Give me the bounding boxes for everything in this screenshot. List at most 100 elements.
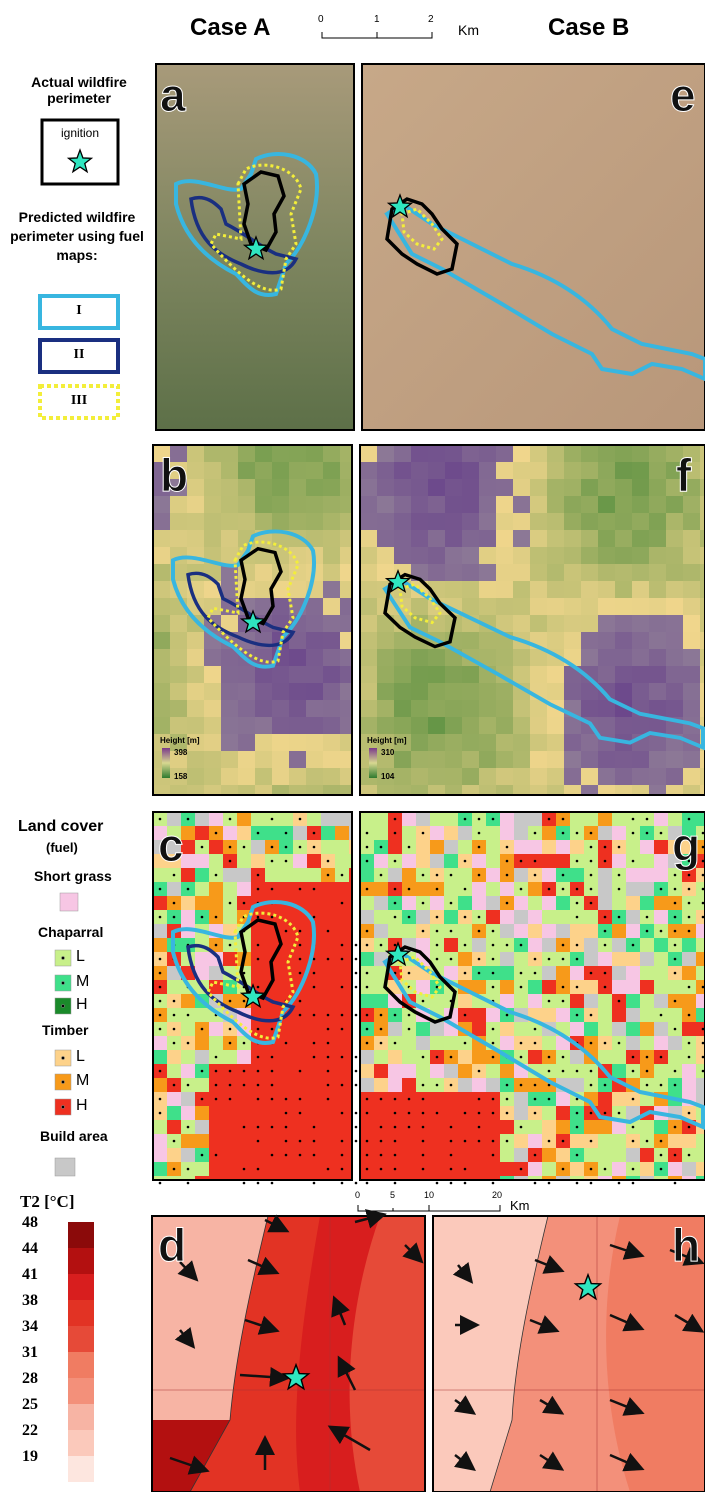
fuel-dot: [674, 1126, 677, 1129]
fuel-dot: [159, 888, 162, 891]
elevation-cell: [306, 479, 323, 496]
elevation-cell: [221, 513, 238, 530]
elevation-cell: [187, 547, 204, 564]
landcover-cell: [500, 980, 514, 994]
fuel-dot: [702, 1056, 705, 1059]
fuel-dot: [450, 930, 453, 933]
fuel-dot: [394, 916, 397, 919]
fuel-dot: [702, 860, 705, 863]
temperature-tick-label: 34: [22, 1318, 38, 1336]
landcover-cell: [528, 1050, 542, 1064]
elevation-cell: [462, 530, 479, 547]
elevation-cell: [238, 700, 255, 717]
elevation-cell: [513, 700, 530, 717]
elevation-cell: [445, 700, 462, 717]
landcover-cell: [458, 1064, 472, 1078]
elevation-cell: [462, 564, 479, 581]
elevation-cell: [462, 734, 479, 751]
fuel-dot: [173, 1140, 176, 1143]
fuel-dot: [422, 874, 425, 877]
landcover-cell: [360, 1078, 374, 1092]
landcover-cell: [195, 1078, 209, 1092]
landcover-cell: [223, 1162, 237, 1176]
color-bar-segment: [68, 1352, 94, 1378]
landcover-cell: [293, 1120, 307, 1134]
height-legend: Height [m] 310 104: [363, 736, 413, 778]
fuel-dot: [408, 846, 411, 849]
elevation-cell: [581, 785, 598, 795]
temperature-map: [152, 1216, 705, 1492]
fuel-dot: [576, 916, 579, 919]
fuel-dot: [562, 874, 565, 877]
fuel-dot: [520, 888, 523, 891]
elevation-cell: [306, 598, 323, 615]
landcover-cell: [237, 1106, 251, 1120]
fuel-dot: [341, 902, 344, 905]
fuel-dot: [355, 986, 358, 989]
fuel-dot: [299, 818, 302, 821]
elevation-cell: [666, 615, 683, 632]
fuel-dot: [464, 1182, 467, 1185]
fuel-dot: [380, 1126, 383, 1129]
panel-letter: b: [160, 452, 188, 498]
elevation-cell: [649, 632, 666, 649]
fuel-dot: [299, 944, 302, 947]
landcover-cell: [237, 882, 251, 896]
elevation-cell: [581, 649, 598, 666]
elevation-cell: [445, 751, 462, 768]
fuel-dot: [187, 1168, 190, 1171]
elevation-cell: [530, 547, 547, 564]
landcover-cell: [626, 966, 640, 980]
landcover-cell: [570, 1050, 584, 1064]
landcover-cell: [654, 1036, 668, 1050]
landcover-cell: [514, 924, 528, 938]
fuel-dot: [394, 888, 397, 891]
fuel-dot: [576, 902, 579, 905]
landcover-cell: [181, 1134, 195, 1148]
elevation-cell: [598, 632, 615, 649]
landcover-cell: [430, 826, 444, 840]
landcover-cell: [556, 1092, 570, 1106]
fuel-dot: [478, 1140, 481, 1143]
landcover-cell: [626, 924, 640, 938]
fuel-dot: [422, 1084, 425, 1087]
landcover-cell: [335, 882, 349, 896]
elevation-cell: [289, 751, 306, 768]
fuel-dot: [478, 916, 481, 919]
elevation-cell: [547, 768, 564, 785]
fuel-dot: [422, 1098, 425, 1101]
fuel-dot: [422, 1168, 425, 1171]
fuel-dot: [590, 860, 593, 863]
landcover-cell: [360, 1064, 374, 1078]
landcover-cell: [640, 938, 654, 952]
landcover-cell: [195, 1036, 209, 1050]
landcover-cell: [612, 826, 626, 840]
landcover-cell: [542, 924, 556, 938]
elevation-cell: [581, 598, 598, 615]
fuel-dot: [632, 1140, 635, 1143]
landcover-cell: [181, 1148, 195, 1162]
elevation-cell: [666, 751, 683, 768]
fuel-dot: [366, 1112, 369, 1115]
fuel-dot: [618, 1112, 621, 1115]
elevation-cell: [564, 734, 581, 751]
fuel-dot: [243, 1182, 246, 1185]
elevation-cell: [649, 547, 666, 564]
landcover-cell: [335, 1092, 349, 1106]
fuel-dot: [534, 1028, 537, 1031]
landcover-cell: [195, 854, 209, 868]
landcover-cell: [542, 1148, 556, 1162]
elevation-cell: [377, 445, 394, 462]
fuel-dot: [215, 1154, 218, 1157]
fuel-dot: [187, 1014, 190, 1017]
landcover-cell: [374, 896, 388, 910]
landcover-cell: [444, 812, 458, 826]
elevation-cell: [187, 717, 204, 734]
landcover-cell: [682, 1162, 696, 1176]
elevation-cell: [513, 751, 530, 768]
landcover-cell: [458, 952, 472, 966]
fuel-dot: [229, 1000, 232, 1003]
landcover-cell: [307, 1106, 321, 1120]
elevation-cell: [632, 683, 649, 700]
landcover-cell: [167, 1106, 181, 1120]
